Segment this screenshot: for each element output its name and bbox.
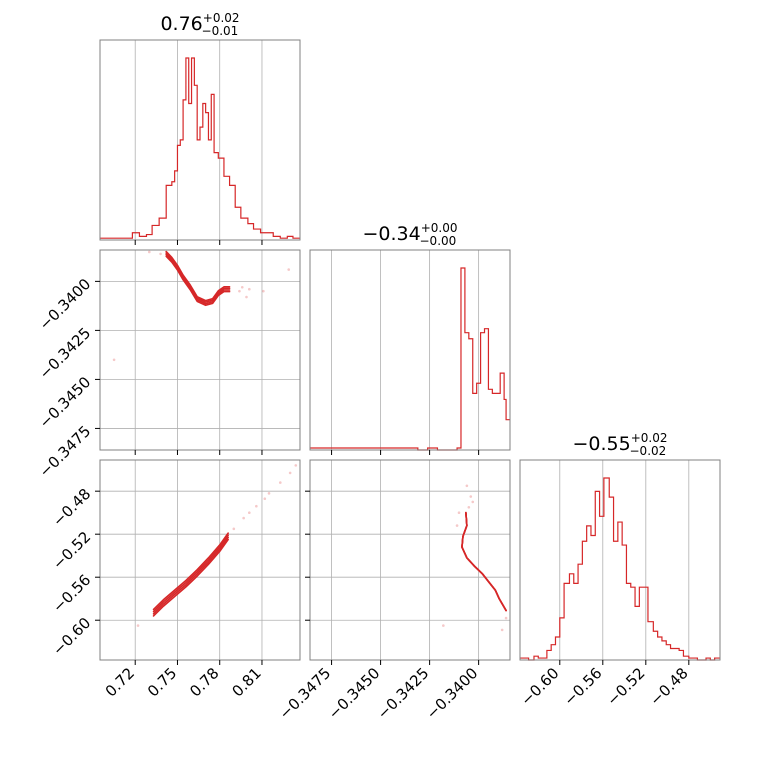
y-tick-label: −0.3475	[36, 422, 95, 481]
sample-point	[136, 624, 140, 627]
sample-point	[262, 289, 265, 293]
x-tick-label: −0.3450	[325, 664, 384, 723]
panel-frame	[309, 249, 511, 451]
sample-point	[247, 511, 251, 514]
sample-point	[500, 628, 504, 632]
sample-point	[457, 511, 461, 514]
sample-point	[469, 495, 473, 498]
sample-point	[263, 497, 267, 501]
contour-line	[461, 511, 507, 612]
histogram-0	[100, 57, 300, 239]
panel-frame	[519, 459, 721, 661]
panel-frame	[309, 459, 511, 661]
sample-point	[455, 524, 459, 527]
sample-point	[147, 250, 151, 254]
sample-point	[288, 471, 292, 475]
y-tick-label: −0.52	[49, 528, 94, 573]
contour-line	[461, 511, 507, 612]
sample-point	[467, 506, 471, 509]
y-tick-label: −0.3450	[36, 373, 95, 432]
histogram-1	[310, 267, 510, 451]
contour-line	[152, 536, 229, 615]
sample-point	[238, 289, 241, 293]
contour-layer	[136, 464, 298, 627]
contour-layer	[112, 250, 291, 362]
y-tick-label: −0.60	[49, 614, 94, 659]
sample-point	[287, 268, 291, 271]
hist-panel-2: −0.55+0.02 −0.02	[519, 431, 721, 661]
contour-panel-1-2	[309, 459, 511, 661]
x-tick-label: −0.52	[603, 664, 648, 709]
x-tick-label: 0.81	[228, 664, 264, 700]
x-tick-label: −0.60	[517, 664, 562, 709]
x-tick-label: −0.3475	[276, 664, 335, 723]
hist-panel-0: 0.76+0.02 −0.01	[99, 11, 301, 241]
y-tick-label: −0.56	[49, 571, 94, 616]
contour-panel-0-1	[99, 249, 301, 451]
hist-title-1: −0.34+0.00 −0.00	[362, 221, 457, 248]
sample-point	[442, 624, 445, 627]
sample-point	[471, 500, 475, 504]
histogram-2	[520, 477, 720, 661]
sample-point	[278, 481, 282, 484]
sample-point	[240, 285, 244, 289]
contour-line	[461, 511, 507, 612]
contour-line	[165, 255, 231, 307]
contour-line	[165, 253, 231, 305]
contour-panel-0-2	[99, 459, 301, 661]
sample-point	[159, 252, 162, 256]
sample-point	[112, 358, 116, 362]
sample-point	[294, 464, 298, 467]
y-tick-label: −0.3400	[36, 275, 95, 334]
contour-line	[165, 250, 231, 302]
hist-panel-1: −0.34+0.00 −0.00	[309, 221, 511, 451]
contour-line	[461, 511, 507, 612]
sample-point	[504, 616, 508, 620]
x-tick-label: −0.56	[560, 664, 605, 709]
sample-point	[232, 527, 236, 531]
sample-point	[245, 295, 248, 299]
panel-frame	[99, 459, 301, 661]
y-tick-label: −0.48	[49, 485, 94, 530]
contour-line	[152, 534, 229, 613]
sample-point	[465, 484, 469, 488]
hist-title-2: −0.55+0.02 −0.02	[572, 431, 667, 458]
x-tick-label: −0.3400	[423, 664, 482, 723]
x-tick-label: 0.78	[186, 664, 222, 700]
x-tick-label: 0.75	[144, 664, 180, 700]
sample-point	[242, 516, 245, 520]
hist-title-0: 0.76+0.02 −0.01	[160, 11, 239, 38]
contour-line	[165, 252, 231, 303]
x-tick-label: −0.3425	[374, 664, 433, 723]
panel-frame	[99, 249, 301, 451]
sample-point	[247, 287, 251, 291]
contour-line	[152, 532, 229, 611]
x-tick-label: −0.48	[646, 664, 691, 709]
sample-point	[255, 504, 258, 508]
y-tick-label: −0.3425	[36, 324, 95, 383]
contour-line	[152, 538, 229, 617]
contour-layer	[442, 484, 508, 632]
sample-point	[267, 492, 271, 495]
x-tick-label: 0.72	[102, 664, 138, 700]
panel-frame	[99, 39, 301, 241]
